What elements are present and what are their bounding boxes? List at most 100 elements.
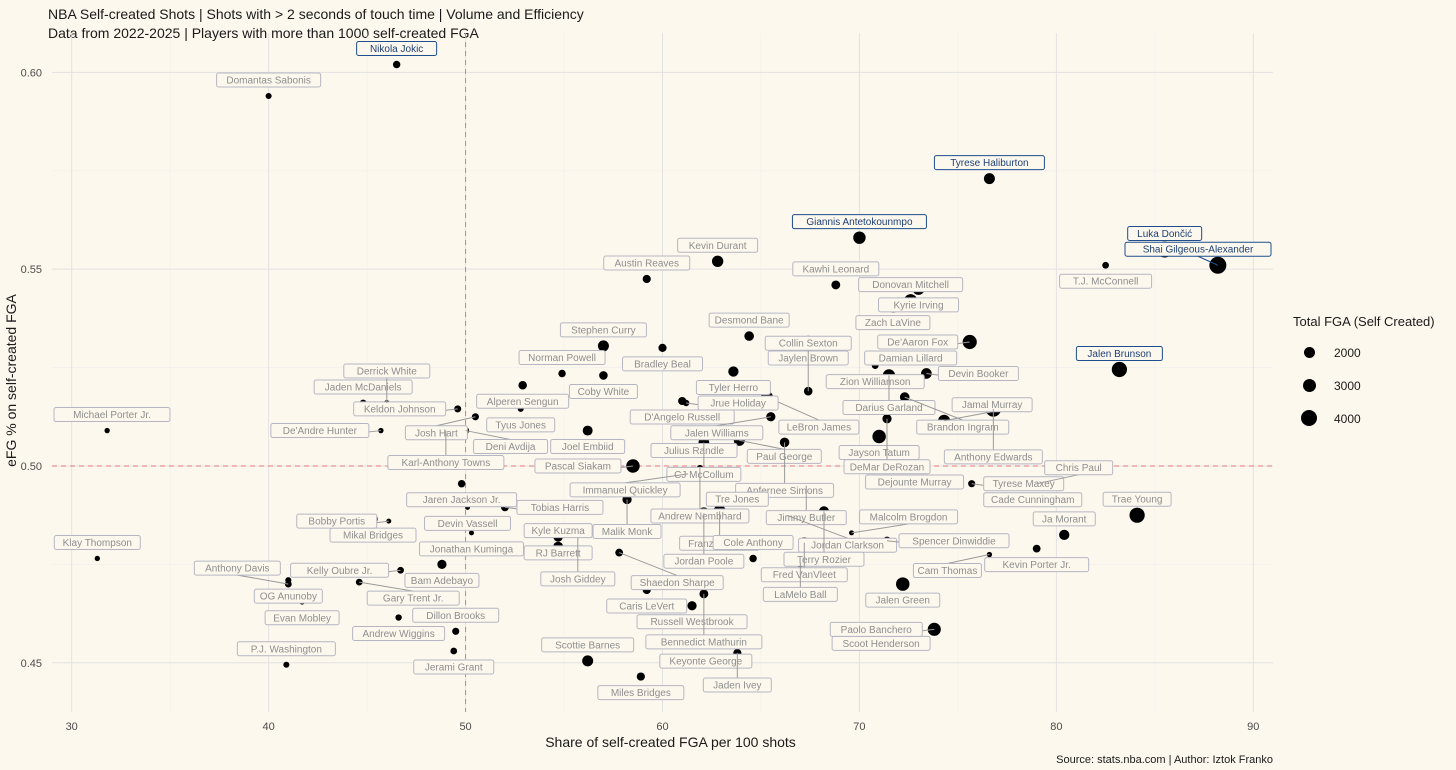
data-point — [744, 331, 754, 341]
data-point — [831, 280, 841, 290]
data-point — [104, 427, 110, 434]
player-label: Andrew Nembhard — [658, 511, 741, 522]
player-label: Cade Cunningham — [991, 495, 1074, 506]
player-label-box — [705, 491, 769, 507]
player-label: Josh Hart — [415, 428, 458, 439]
player-label: Kevin Porter Jr. — [1002, 560, 1070, 571]
legend-item: 4000 — [1293, 409, 1453, 442]
player-label-box — [912, 563, 982, 579]
data-point — [558, 369, 566, 378]
player-label-box — [842, 399, 936, 415]
player-label: Devin Vassell — [438, 519, 498, 530]
player-label-box — [1075, 346, 1163, 362]
player-label-box — [855, 315, 931, 331]
player-label-box — [606, 598, 688, 614]
player-label: Klay Thompson — [63, 538, 132, 549]
x-tick-label: 30 — [66, 721, 78, 733]
player-label-box — [264, 610, 340, 626]
player-label: CJ McCollum — [674, 470, 733, 481]
player-label-box — [943, 449, 1043, 465]
player-label: Paolo Banchero — [841, 625, 913, 636]
player-label-box — [424, 515, 512, 531]
player-label-box — [356, 40, 438, 56]
player-label: Collin Sexton — [779, 339, 838, 350]
player-label-box — [516, 499, 604, 515]
player-label-box — [877, 334, 959, 350]
player-label: Gary Trent Jr. — [383, 594, 444, 605]
player-label: Jalen Williams — [685, 428, 749, 439]
data-point — [582, 425, 593, 436]
player-label-box — [1032, 511, 1096, 527]
player-label: Evan Mobley — [273, 613, 331, 624]
player-label-box — [1044, 460, 1114, 476]
player-label-box — [650, 442, 738, 458]
player-label-box — [290, 562, 390, 578]
data-point — [636, 672, 645, 681]
player-label-box — [476, 393, 570, 409]
player-label: Joel Embiid — [562, 442, 614, 453]
player-label: Damian Lillard — [879, 353, 943, 364]
player-label: Nikola Jokic — [370, 44, 423, 55]
player-label: Jimmy Butler — [777, 513, 835, 524]
legend-dot — [1304, 347, 1315, 358]
player-label: Jaden Ivey — [713, 680, 761, 691]
player-label: RJ Barrett — [536, 548, 581, 559]
data-point — [582, 655, 594, 667]
data-point — [468, 530, 474, 536]
label-leader-line — [716, 416, 771, 427]
legend-dot — [1301, 410, 1317, 426]
data-point — [450, 647, 458, 655]
player-label: Michael Porter Jr. — [73, 410, 151, 421]
label-leader-line — [436, 416, 476, 427]
data-point — [94, 555, 100, 562]
player-label-box — [829, 621, 923, 637]
player-label-box — [559, 322, 647, 338]
player-label-box — [983, 492, 1083, 508]
player-label: Kyle Kuzma — [531, 526, 585, 537]
player-label-box — [568, 383, 638, 399]
player-label: Zion Williamson — [840, 377, 911, 388]
player-label: Cam Thomas — [917, 566, 977, 577]
player-label: Derrick White — [357, 367, 417, 378]
data-point — [378, 427, 384, 434]
player-label-box — [1127, 225, 1203, 241]
player-label: Russell Westbrook — [650, 617, 734, 628]
player-label-box — [858, 277, 964, 293]
player-label-box — [622, 356, 703, 372]
label-leader-line — [739, 439, 785, 450]
x-tick-label: 40 — [263, 721, 275, 733]
x-axis-title: Share of self-created FGA per 100 shots — [545, 734, 796, 750]
data-point — [1129, 507, 1145, 523]
label-leader-line — [944, 411, 993, 422]
label-leader-line — [625, 473, 689, 484]
data-point — [1102, 261, 1109, 269]
player-label-box — [650, 508, 750, 524]
player-label: Mikal Bridges — [343, 531, 403, 542]
player-label-box — [843, 459, 931, 475]
player-label: Anfernee Simons — [746, 486, 823, 497]
player-label: De'Andre Hunter — [283, 426, 358, 437]
player-label-box — [193, 560, 281, 576]
player-label-box — [518, 349, 606, 365]
player-label-box — [406, 492, 518, 508]
player-label-box — [603, 255, 691, 271]
player-label-box — [1124, 241, 1272, 257]
player-label: DeMar DeRozan — [850, 462, 924, 473]
player-label: Devin Booker — [948, 369, 1009, 380]
player-label: Scoot Henderson — [842, 639, 919, 650]
player-label-box — [534, 458, 622, 474]
player-label-box — [951, 397, 1033, 413]
player-label: Spencer Dinwiddie — [912, 536, 996, 547]
player-label-box — [670, 425, 764, 441]
player-label: OG Anunoby — [260, 592, 317, 603]
player-label: Cole Anthony — [723, 538, 783, 549]
player-label: Karl-Anthony Towns — [401, 458, 490, 469]
player-label-box — [792, 261, 880, 277]
player-label-box — [216, 72, 322, 88]
data-point — [728, 366, 739, 377]
data-point — [265, 92, 272, 100]
player-label: Tyus Jones — [495, 420, 546, 431]
player-label-box — [486, 417, 556, 433]
player-label-box — [859, 509, 959, 525]
